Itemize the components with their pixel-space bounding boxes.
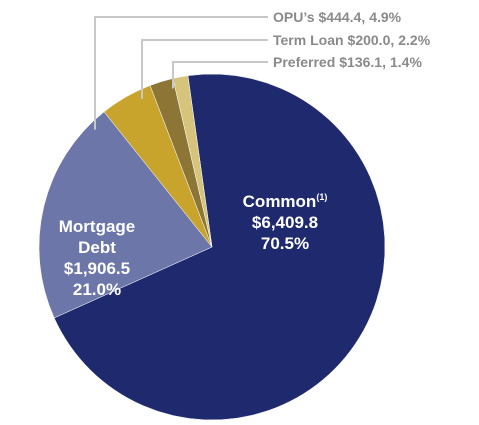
value-label: 4.9% [369,9,401,25]
amount-label: $1,906.5 [64,259,130,278]
value-label: 21.0% [73,280,121,299]
leader-line [141,39,268,99]
pie-slice [38,111,213,319]
category-label: Term Loan [273,32,344,48]
category-label: Preferred [273,54,335,70]
category-label: Debt [78,238,116,257]
category-note: (1) [316,192,327,202]
category-label: Common [243,192,317,211]
value-label: 1.4% [390,54,422,70]
leader-line [94,16,268,130]
value-label: 70.5% [261,234,309,253]
value-label: 2.2% [398,32,430,48]
amount-label: $6,409.8 [252,213,318,232]
amount-label: $136.1, [339,54,386,70]
leader-line [172,61,268,89]
callout-label: Preferred $136.1, 1.4% [273,54,422,70]
callout-label: Term Loan $200.0, 2.2% [273,32,431,48]
amount-label: $444.4, [319,9,366,25]
slice-label: Mortgage Debt $1,906.5 21.0% [59,217,136,299]
pie-slice [53,73,386,421]
slice-label: Common(1) $6,409.8 70.5% [243,192,328,253]
category-label: Mortgage [59,217,136,236]
amount-label: $200.0, [348,32,395,48]
callout-label: OPU’s $444.4, 4.9% [273,9,402,25]
category-label: OPU’s [273,9,315,25]
